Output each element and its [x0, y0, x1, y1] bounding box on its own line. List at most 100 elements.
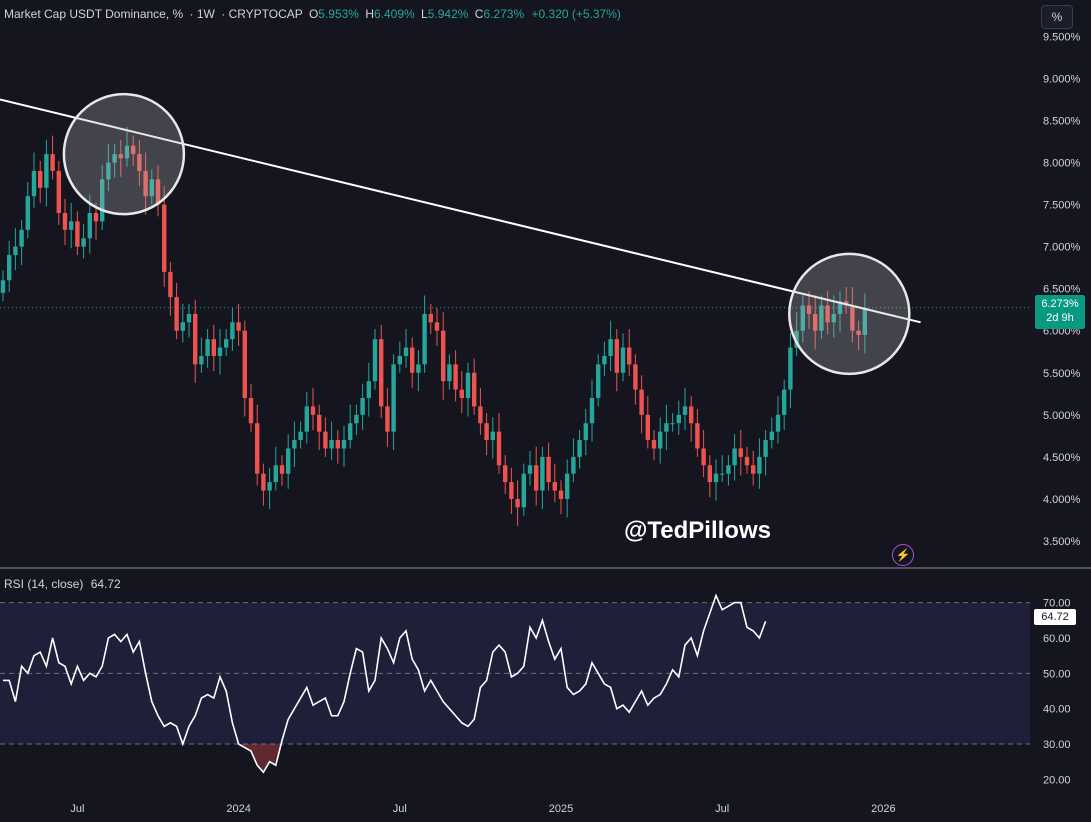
candle-down [50, 154, 55, 171]
candle-up [416, 364, 421, 373]
candle-down [385, 406, 390, 432]
rsi-line-path [3, 593, 767, 774]
candle-up [69, 221, 74, 230]
candle-up [81, 238, 86, 247]
highlight-circle[interactable] [788, 252, 911, 376]
candle-down [434, 322, 440, 331]
candle-down [738, 448, 743, 457]
candle-down [137, 154, 142, 171]
candle-down [168, 271, 173, 298]
highlight-circles [62, 92, 911, 376]
price-axis-label: 7.500% [1043, 200, 1081, 212]
candle-down [236, 322, 241, 331]
candle-up [571, 456, 576, 474]
rsi-oversold-fill [269, 744, 276, 766]
candle-up [298, 431, 303, 441]
candle-up [831, 313, 836, 323]
rsi-band [0, 602, 1030, 745]
descending-trendline[interactable] [0, 98, 921, 324]
bar-countdown: 2d 9h [1046, 312, 1074, 324]
price-axis-label: 8.500% [1043, 116, 1081, 128]
candle-up [769, 431, 774, 441]
price-axis-label: 5.000% [1043, 410, 1081, 422]
candles [0, 127, 867, 526]
candle-up [602, 355, 607, 365]
candle-up [124, 145, 130, 159]
candle-down [248, 398, 254, 424]
symbol-name[interactable]: Market Cap USDT Dominance, % [4, 7, 184, 21]
candle-down [515, 498, 520, 508]
candle-up [800, 305, 805, 331]
open-value: 5.953% [318, 7, 359, 21]
candle-up [788, 347, 793, 390]
price-axis-label: 7.000% [1043, 242, 1081, 254]
last-price-value: 6.273% [1041, 298, 1079, 310]
candle-down [552, 482, 557, 491]
candle-up [224, 339, 229, 348]
rsi-axis-label: 50.00 [1043, 668, 1071, 680]
candle-up [676, 414, 681, 424]
candle-up [360, 398, 365, 415]
candle-up [217, 347, 223, 356]
price-axis-label: 4.000% [1043, 494, 1081, 506]
candle-down [441, 330, 446, 382]
candle-up [25, 196, 30, 230]
source: CRYPTOCAP [228, 7, 303, 21]
candle-down [744, 456, 750, 466]
candle-up [726, 465, 731, 474]
candle-down [75, 221, 80, 247]
rsi-oversold-fill [257, 744, 264, 773]
candle-down [484, 423, 489, 441]
candle-down [478, 406, 483, 424]
candle-down [850, 305, 855, 331]
candle-up [186, 313, 192, 323]
candle-down [651, 440, 657, 449]
candle-down [453, 364, 458, 390]
candle-down [317, 414, 322, 432]
time-axis-label: Jul [715, 803, 729, 815]
trendline[interactable] [0, 98, 921, 324]
interval[interactable]: 1W [196, 7, 215, 21]
candle-down [410, 347, 415, 373]
candle-up [106, 162, 111, 180]
candle-up [447, 364, 452, 382]
candle-up [19, 229, 24, 247]
candle-down [118, 154, 123, 159]
candle-up [465, 372, 471, 399]
candle-down [633, 364, 638, 390]
candle-up [794, 330, 799, 348]
candle-up [403, 347, 409, 356]
candle-down [614, 339, 619, 373]
candle-down [534, 465, 539, 491]
candle-up [397, 355, 402, 365]
candle-up [0, 280, 6, 293]
percent-scale-button[interactable]: % [1041, 5, 1073, 29]
candle-up [763, 440, 768, 457]
candle-up [391, 364, 396, 432]
candle-up [100, 179, 105, 222]
candle-down [472, 372, 477, 407]
candle-down [143, 170, 148, 197]
candle-down [806, 305, 812, 314]
candle-up [589, 398, 595, 424]
candle-up [13, 246, 18, 256]
highlight-circle[interactable] [62, 92, 186, 216]
candle-down [93, 213, 99, 222]
candle-up [682, 406, 688, 415]
candle-up [87, 213, 92, 239]
rsi-label[interactable]: RSI (14, close) [4, 577, 84, 591]
candle-up [44, 154, 49, 188]
lightning-icon[interactable]: ⚡ [892, 544, 914, 566]
candle-up [341, 440, 347, 449]
change-value: +0.320 (+5.37%) [531, 7, 621, 21]
candle-up [199, 355, 204, 365]
candle-down [62, 213, 68, 230]
price-axis-label: 5.500% [1043, 368, 1081, 380]
last-price-badge: 6.273% 2d 9h [1035, 295, 1085, 329]
candle-up [372, 339, 378, 382]
close-value: 6.273% [483, 7, 525, 21]
candle-down [496, 431, 502, 466]
candle-down [242, 330, 247, 399]
close-label: C [474, 7, 484, 21]
